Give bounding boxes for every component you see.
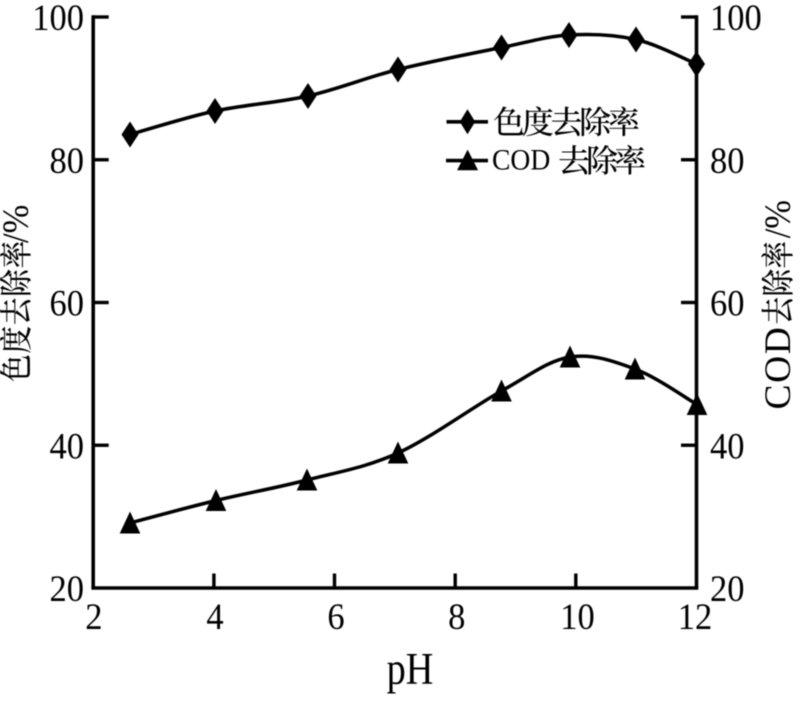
svg-text:40: 40 (710, 425, 744, 467)
svg-text:8: 8 (448, 596, 465, 638)
svg-text:/%: /% (0, 205, 36, 243)
svg-text:60: 60 (50, 282, 84, 324)
svg-text:20: 20 (710, 568, 744, 610)
svg-text:4: 4 (206, 596, 223, 638)
svg-text:10: 10 (560, 596, 594, 638)
svg-text:60: 60 (710, 282, 744, 324)
svg-text:12: 12 (678, 596, 712, 638)
svg-text:100: 100 (710, 0, 762, 38)
svg-text:100: 100 (32, 0, 84, 38)
svg-text:20: 20 (50, 568, 84, 610)
svg-text:pH: pH (387, 645, 434, 695)
svg-text:80: 80 (50, 139, 84, 181)
svg-text:COD: COD (758, 326, 799, 410)
svg-text:2: 2 (85, 596, 102, 638)
svg-text:6: 6 (327, 596, 344, 638)
svg-text:COD: COD (492, 143, 550, 176)
svg-text:40: 40 (50, 425, 84, 467)
svg-text:80: 80 (710, 139, 744, 181)
svg-text:/%: /% (757, 200, 799, 238)
